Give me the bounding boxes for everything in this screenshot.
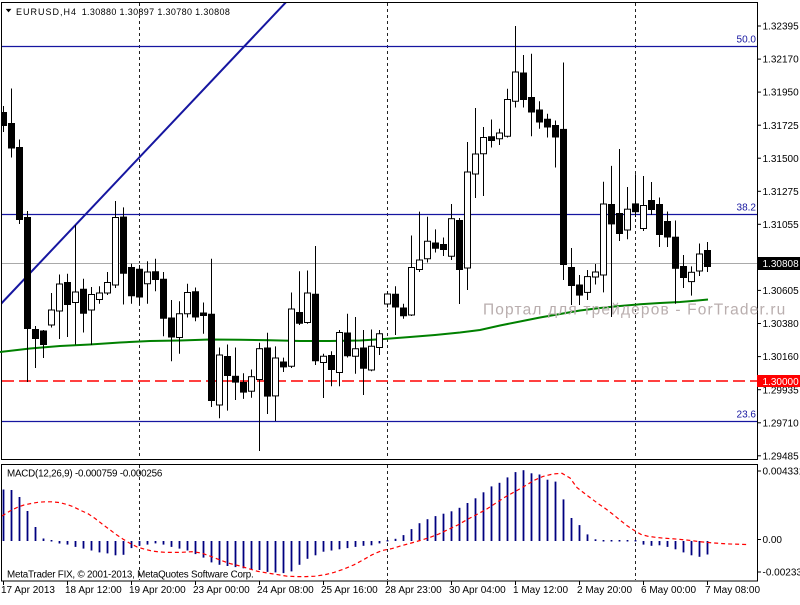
svg-text:24 Apr 08:00: 24 Apr 08:00 — [257, 585, 314, 596]
svg-text:0.004331: 0.004331 — [763, 467, 800, 478]
svg-text:17 Apr 2013: 17 Apr 2013 — [1, 585, 55, 596]
svg-text:2 May 20:00: 2 May 20:00 — [577, 585, 632, 596]
svg-text:23 Apr 00:00: 23 Apr 00:00 — [193, 585, 250, 596]
svg-text:Портал для трейдеров - ForTrad: Портал для трейдеров - ForTrader.ru — [483, 302, 786, 319]
svg-text:1.30160: 1.30160 — [763, 352, 800, 363]
svg-text:0.00: 0.00 — [763, 535, 783, 546]
svg-text:1.32170: 1.32170 — [763, 55, 800, 66]
svg-text:1.31950: 1.31950 — [763, 88, 800, 99]
svg-text:1.31275: 1.31275 — [763, 187, 800, 198]
svg-text:7 May 08:00: 7 May 08:00 — [705, 585, 760, 596]
svg-text:1 May 12:00: 1 May 12:00 — [513, 585, 568, 596]
svg-text:EURUSD,H41.30880 1.30897 1.307: EURUSD,H41.30880 1.30897 1.30780 1.30808 — [16, 7, 230, 17]
svg-text:38.2: 38.2 — [737, 203, 757, 214]
svg-text:30 Apr 04:00: 30 Apr 04:00 — [449, 585, 506, 596]
svg-text:23.6: 23.6 — [737, 410, 757, 421]
svg-text:1.31055: 1.31055 — [763, 220, 800, 231]
svg-text:-0.002333: -0.002333 — [763, 568, 800, 579]
svg-text:50.0: 50.0 — [737, 35, 757, 46]
svg-text:6 May 00:00: 6 May 00:00 — [641, 585, 696, 596]
svg-text:1.29485: 1.29485 — [763, 451, 800, 462]
svg-text:1.32395: 1.32395 — [763, 22, 800, 33]
svg-text:28 Apr 23:00: 28 Apr 23:00 — [385, 585, 442, 596]
svg-text:MetaTrader FIX, © 2001-2013, M: MetaTrader FIX, © 2001-2013, MetaQuotes … — [7, 570, 254, 581]
svg-text:1.31500: 1.31500 — [763, 154, 800, 165]
svg-text:1.30808: 1.30808 — [763, 259, 800, 270]
svg-text:18 Apr 12:00: 18 Apr 12:00 — [65, 585, 122, 596]
svg-text:1.30380: 1.30380 — [763, 319, 800, 330]
svg-text:1.31725: 1.31725 — [763, 121, 800, 132]
svg-text:1.30605: 1.30605 — [763, 286, 800, 297]
svg-text:1.29710: 1.29710 — [763, 418, 800, 429]
svg-text:25 Apr 16:00: 25 Apr 16:00 — [321, 585, 378, 596]
svg-text:19 Apr 20:00: 19 Apr 20:00 — [129, 585, 186, 596]
svg-text:MACD(12,26,9) -0.000759 -0.000: MACD(12,26,9) -0.000759 -0.000256 — [7, 469, 163, 480]
svg-text:1.30000: 1.30000 — [763, 377, 800, 388]
